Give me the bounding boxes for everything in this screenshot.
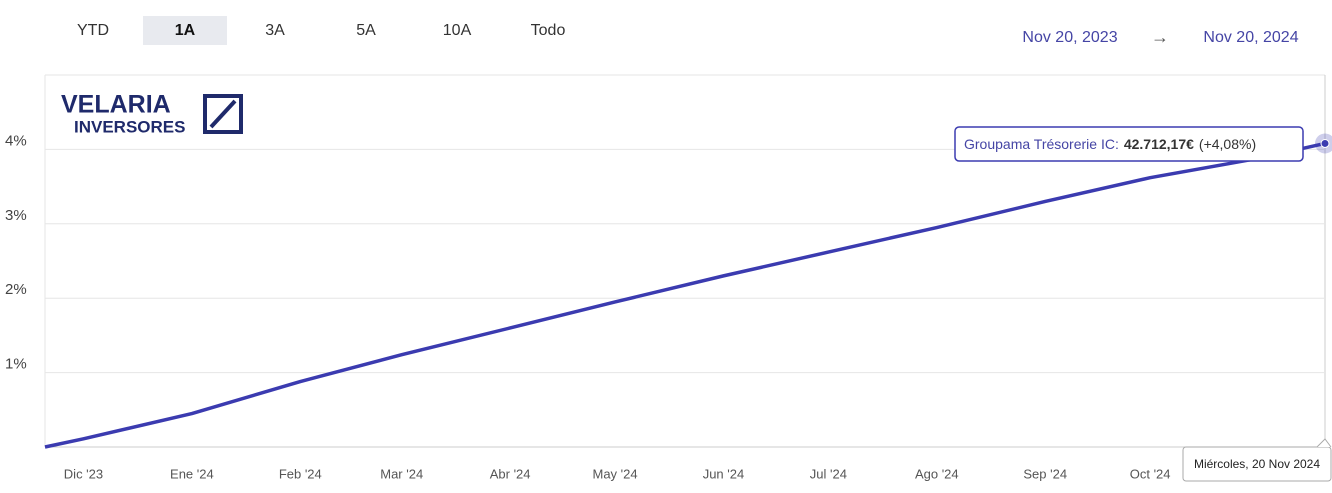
x-tick-label: Ene '24 (170, 466, 214, 481)
x-tick-label: Mar '24 (380, 466, 423, 481)
x-tick-label: Jul '24 (810, 466, 847, 481)
y-tick-label: 4% (5, 132, 27, 149)
date-tooltip-box (1182, 446, 1332, 482)
series-line (44, 141, 1326, 449)
tooltip-value: 42.712,17€ (1124, 136, 1194, 152)
x-tick-label: Sep '24 (1023, 466, 1067, 481)
tooltip-box (954, 126, 1304, 162)
range-button[interactable]: 5A (356, 22, 376, 39)
y-tick-label: 2% (5, 281, 27, 298)
y-tick-label: 1% (5, 356, 27, 373)
x-tick-label: Feb '24 (279, 466, 322, 481)
x-tick-label: Jun '24 (703, 466, 745, 481)
selected-button-bg (143, 16, 227, 45)
logo-icon-slash (209, 99, 237, 129)
y-tick-label: 3% (5, 207, 27, 224)
range-button[interactable]: 3A (265, 22, 285, 39)
x-tick-label: Ago '24 (915, 466, 959, 481)
date-end[interactable]: Nov 20, 2024 (1203, 29, 1298, 46)
logo-line1: VELARIA (61, 91, 171, 119)
range-button[interactable]: Todo (531, 22, 566, 39)
date-tooltip-text: Miércoles, 20 Nov 2024 (1194, 457, 1320, 471)
range-button[interactable]: 10A (443, 22, 472, 39)
date-start[interactable]: Nov 20, 2023 (1022, 29, 1117, 46)
x-tick-label: Dic '23 (64, 466, 103, 481)
logo: VELARIA INVERSORES (61, 91, 243, 136)
tooltip-change: (+4,08%) (1199, 136, 1256, 152)
range-button[interactable]: YTD (77, 22, 109, 39)
tooltip-label: Groupama Trésorerie IC: (964, 136, 1119, 152)
x-tick-label: Abr '24 (490, 466, 531, 481)
date-arrow: → (1151, 27, 1169, 47)
tooltip-text: Groupama Trésorerie IC: 42.712,17€ (+4,08%… (964, 136, 1256, 152)
hover-point (1320, 138, 1330, 148)
logo-line2: INVERSORES (74, 117, 185, 136)
x-tick-label: Oct '24 (1130, 466, 1171, 481)
date-tooltip-caret (1316, 438, 1332, 448)
logo-icon (203, 94, 243, 134)
x-tick-label: May '24 (592, 466, 637, 481)
range-button[interactable]: 1A (175, 22, 196, 39)
